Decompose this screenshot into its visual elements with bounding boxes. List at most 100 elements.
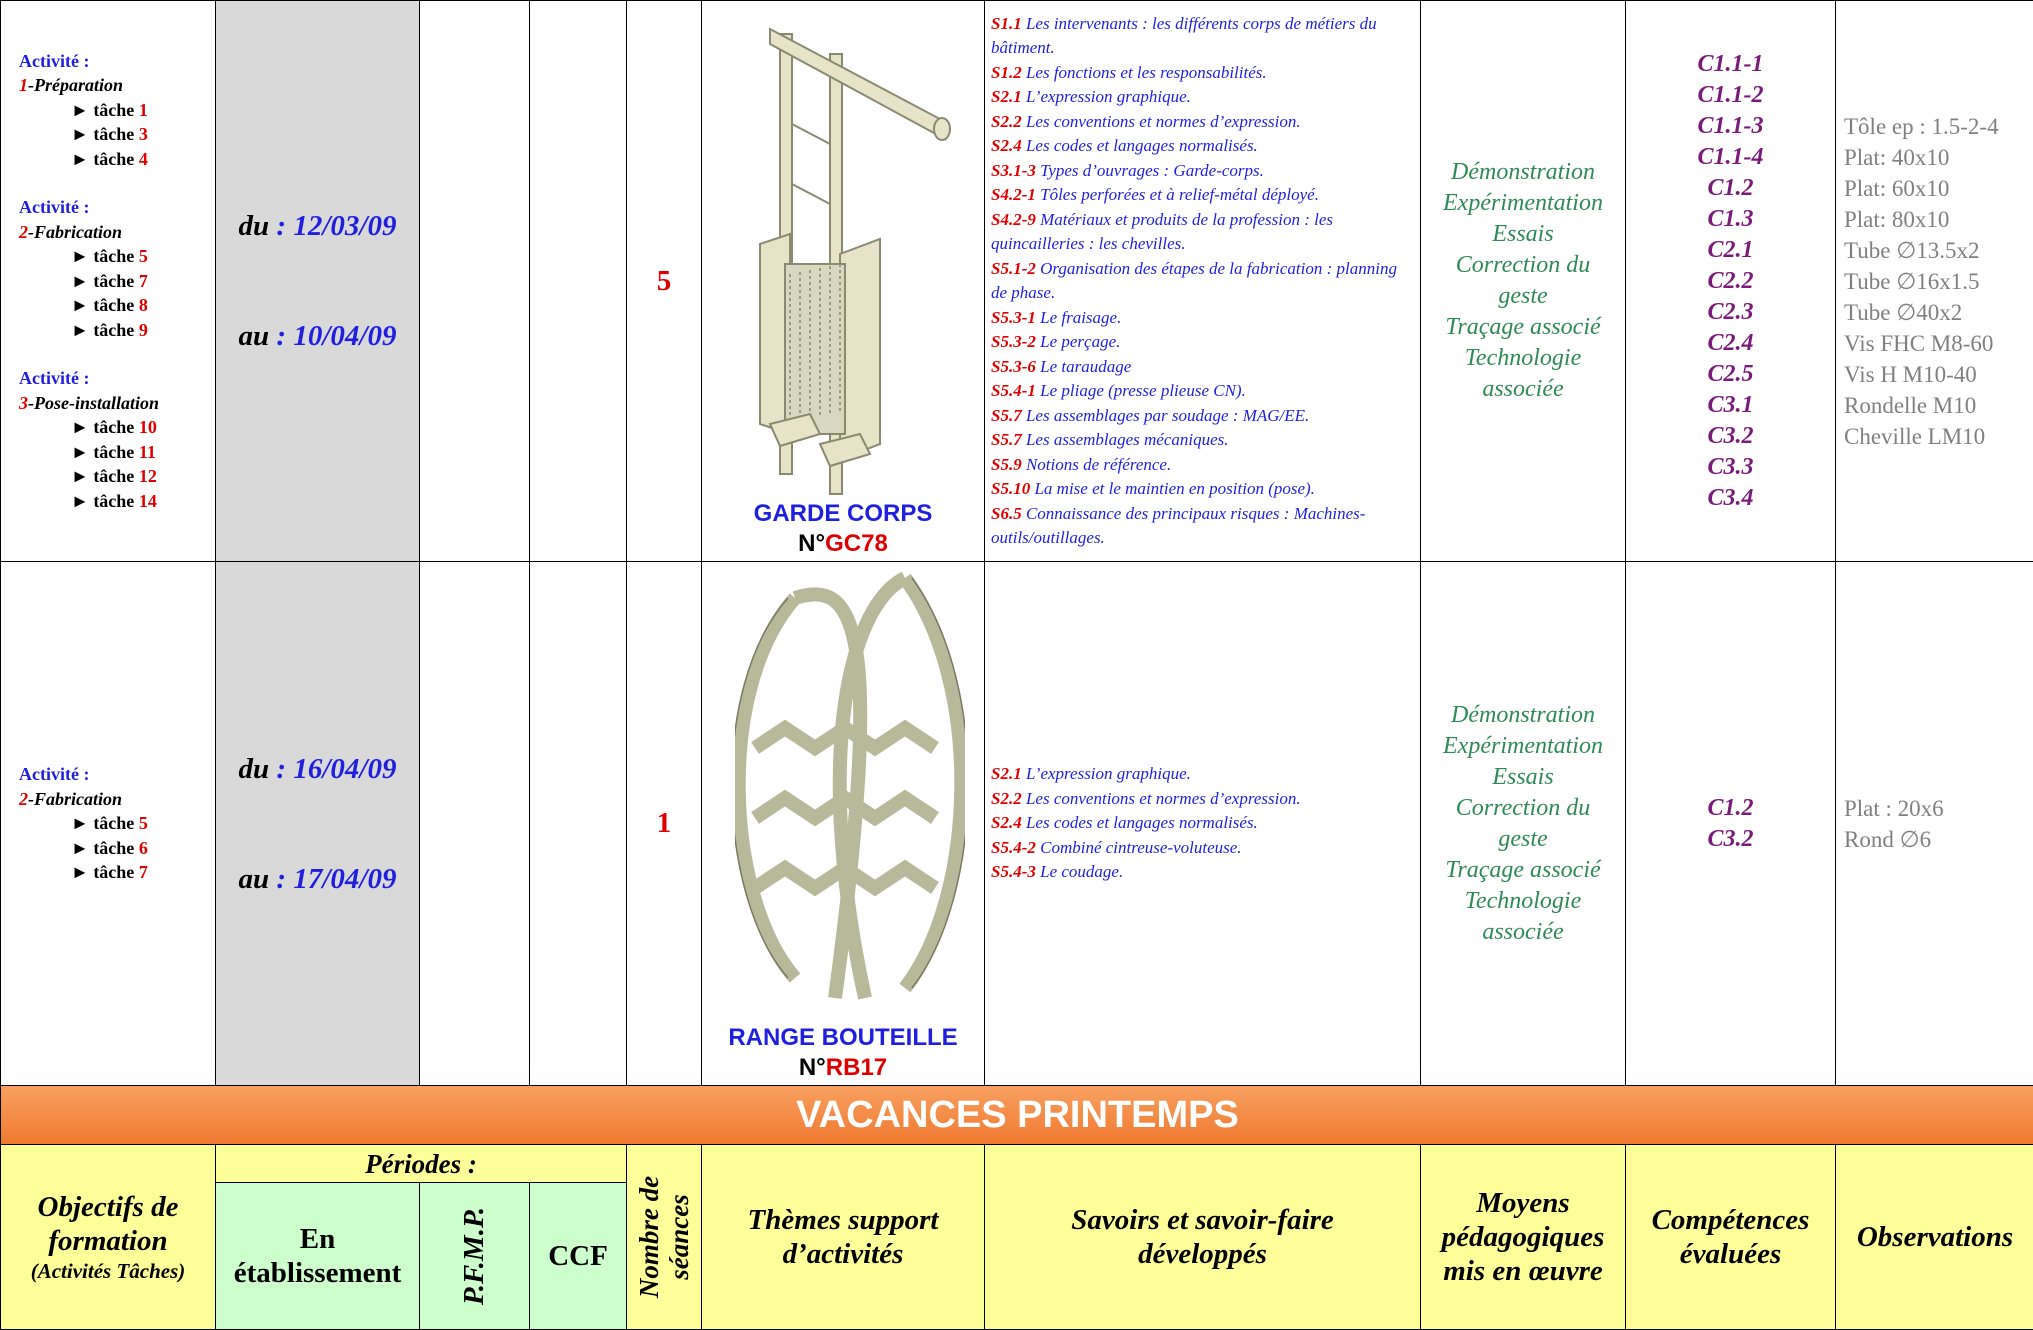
observation: Plat: 60x10 bbox=[1844, 175, 1950, 201]
seances-cell: 5 bbox=[626, 0, 702, 562]
task-num: 3 bbox=[138, 124, 148, 145]
date-label: du bbox=[238, 752, 270, 785]
moyen: Expérimentation bbox=[1443, 190, 1603, 216]
garde-corps-illustration bbox=[759, 27, 951, 495]
savoir-text: L’expression graphique. bbox=[1025, 764, 1191, 784]
savoir-text: Le perçage. bbox=[1040, 332, 1121, 351]
theme-ref: N°GC78 bbox=[702, 529, 984, 559]
savoir-code: S3.1-3 bbox=[991, 160, 1036, 180]
savoir-text: Les fonctions et les responsabilités. bbox=[1025, 62, 1267, 82]
savoir-text: Le pliage (presse plieuse CN). bbox=[1040, 381, 1246, 400]
activities-cell: Activité :2-Fabrication ► tâche 5 ► tâche … bbox=[0, 561, 216, 1086]
header-text: P.F.M.P. bbox=[458, 1206, 491, 1306]
savoir-text: Les codes et langages normalisés. bbox=[1025, 136, 1258, 155]
task-num: 7 bbox=[138, 862, 148, 883]
savoir: S5.4-2 Combiné cintreuse-voluteuse. bbox=[991, 836, 1414, 861]
activity-num: 1 bbox=[19, 75, 28, 96]
savoir: S6.5 Connaissance des principaux risques… bbox=[991, 502, 1414, 551]
task-label: ► tâche bbox=[71, 124, 135, 145]
moyen: Technologie associée bbox=[1464, 887, 1582, 945]
task-label: ► tâche bbox=[71, 270, 135, 291]
task: ► tâche 10 bbox=[19, 415, 215, 440]
activity-num: 2 bbox=[19, 221, 28, 242]
activity-num: 2 bbox=[19, 788, 28, 809]
date-label: du bbox=[238, 210, 270, 242]
activity-name: 2-Fabrication bbox=[19, 787, 215, 812]
activity-num: 3 bbox=[19, 392, 28, 413]
savoirs-cell: S2.1 L’expression graphique. S2.2 Les con… bbox=[984, 561, 1421, 1086]
theme-prefix: N° bbox=[798, 530, 826, 557]
savoir-text: Tôles perforées et à relief-métal déploy… bbox=[1040, 185, 1319, 204]
moyen: Correction du geste bbox=[1455, 794, 1591, 852]
savoir-code: S4.2-9 bbox=[991, 209, 1036, 229]
theme-label: GARDE CORPS N°GC78 bbox=[702, 499, 984, 559]
savoir-code: S2.2 bbox=[991, 111, 1022, 131]
task: ► tâche 5 bbox=[19, 244, 215, 269]
moyen: Démonstration bbox=[1451, 701, 1595, 728]
task-num: 4 bbox=[138, 148, 148, 169]
moyen: Essais bbox=[1492, 221, 1554, 247]
savoir: S5.4-3 Le coudage. bbox=[991, 860, 1414, 885]
moyen: Traçage associé bbox=[1445, 856, 1601, 883]
competence: C1.3 bbox=[1707, 205, 1754, 232]
header-text: Objectifs de formation bbox=[37, 1190, 179, 1257]
competence: C1.1-4 bbox=[1697, 143, 1764, 170]
observation: Tube ∅13.5x2 bbox=[1844, 237, 1980, 263]
savoir-text: Le fraisage. bbox=[1040, 307, 1122, 327]
header-pfmp: P.F.M.P. bbox=[419, 1182, 530, 1330]
savoir-text: La mise et le maintien en position (pose… bbox=[1034, 479, 1315, 498]
savoir: S3.1-3 Types d’ouvrages : Garde-corps. bbox=[991, 159, 1414, 184]
ccf-cell bbox=[529, 561, 627, 1086]
theme-code: RB17 bbox=[825, 1054, 888, 1081]
savoir-code: S5.7 bbox=[991, 405, 1022, 425]
moyen: Technologie associée bbox=[1464, 345, 1582, 402]
task-num: 11 bbox=[138, 441, 156, 462]
savoir: S1.1 Les intervenants : les différents c… bbox=[991, 12, 1414, 61]
activity: Activité :2-Fabrication ► tâche 5 ► tâche … bbox=[19, 762, 215, 885]
theme-name: GARDE CORPS bbox=[753, 500, 933, 527]
task-label: ► tâche bbox=[71, 813, 135, 834]
ccf-cell bbox=[529, 0, 627, 562]
savoirs-cell: S1.1 Les intervenants : les différents c… bbox=[984, 0, 1421, 562]
observation: Rondelle M10 bbox=[1844, 392, 1977, 418]
theme-prefix: N° bbox=[798, 1054, 826, 1081]
theme-name: RANGE BOUTEILLE bbox=[728, 1024, 958, 1051]
savoir: S4.2-9 Matériaux et produits de la profe… bbox=[991, 208, 1414, 257]
theme-cell: GARDE CORPS N°GC78 bbox=[701, 0, 985, 562]
savoir: S2.4 Les codes et langages normalisés. bbox=[991, 811, 1414, 836]
savoir: S5.7 Les assemblages par soudage : MAG/E… bbox=[991, 404, 1414, 429]
task-num: 7 bbox=[138, 270, 148, 291]
savoir-code: S5.3-1 bbox=[991, 307, 1036, 327]
savoir-code: S5.4-3 bbox=[991, 862, 1036, 882]
competence: C1.1-2 bbox=[1697, 81, 1764, 108]
activities-cell: Activité :1-Préparation ► tâche 1 ► tâche … bbox=[0, 0, 216, 562]
savoir-code: S1.2 bbox=[991, 62, 1022, 82]
competence: C3.1 bbox=[1707, 391, 1754, 418]
competences-cell: C1.1-1 C1.1-2 C1.1-3 C1.1-4 C1.2 C1.3 C2.1 C2.2… bbox=[1625, 0, 1836, 562]
savoir-code: S2.1 bbox=[991, 764, 1022, 784]
savoir-text: Notions de référence. bbox=[1025, 454, 1172, 474]
date-value: : 10/04/09 bbox=[276, 320, 397, 352]
activity-title: Activité : bbox=[19, 764, 90, 785]
task-num: 6 bbox=[138, 837, 148, 858]
header-text: Nombre de séances bbox=[634, 1175, 694, 1299]
task-label: ► tâche bbox=[71, 99, 135, 120]
date-value: : 17/04/09 bbox=[276, 862, 397, 895]
savoir: S2.1 L’expression graphique. bbox=[991, 762, 1414, 787]
header-savoirs: Savoirs et savoir-faire développés bbox=[984, 1144, 1421, 1330]
savoir-code: S5.10 bbox=[991, 479, 1031, 498]
activity-name: 3-Pose-installation bbox=[19, 391, 215, 416]
task: ► tâche 6 bbox=[19, 836, 215, 861]
competences-cell: C1.2 C3.2 bbox=[1625, 561, 1836, 1086]
task-label: ► tâche bbox=[71, 417, 135, 438]
activity-title: Activité : bbox=[19, 368, 90, 389]
observation: Plat : 20x6 bbox=[1844, 795, 1944, 821]
savoir-code: S5.3-2 bbox=[991, 332, 1036, 351]
header-seances: Nombre de séances bbox=[626, 1144, 702, 1330]
savoir-text: Organisation des étapes de la fabricatio… bbox=[991, 258, 1397, 303]
task-num: 14 bbox=[138, 490, 157, 511]
activity-label: -Fabrication bbox=[28, 221, 123, 242]
savoir-code: S5.7 bbox=[991, 430, 1022, 449]
